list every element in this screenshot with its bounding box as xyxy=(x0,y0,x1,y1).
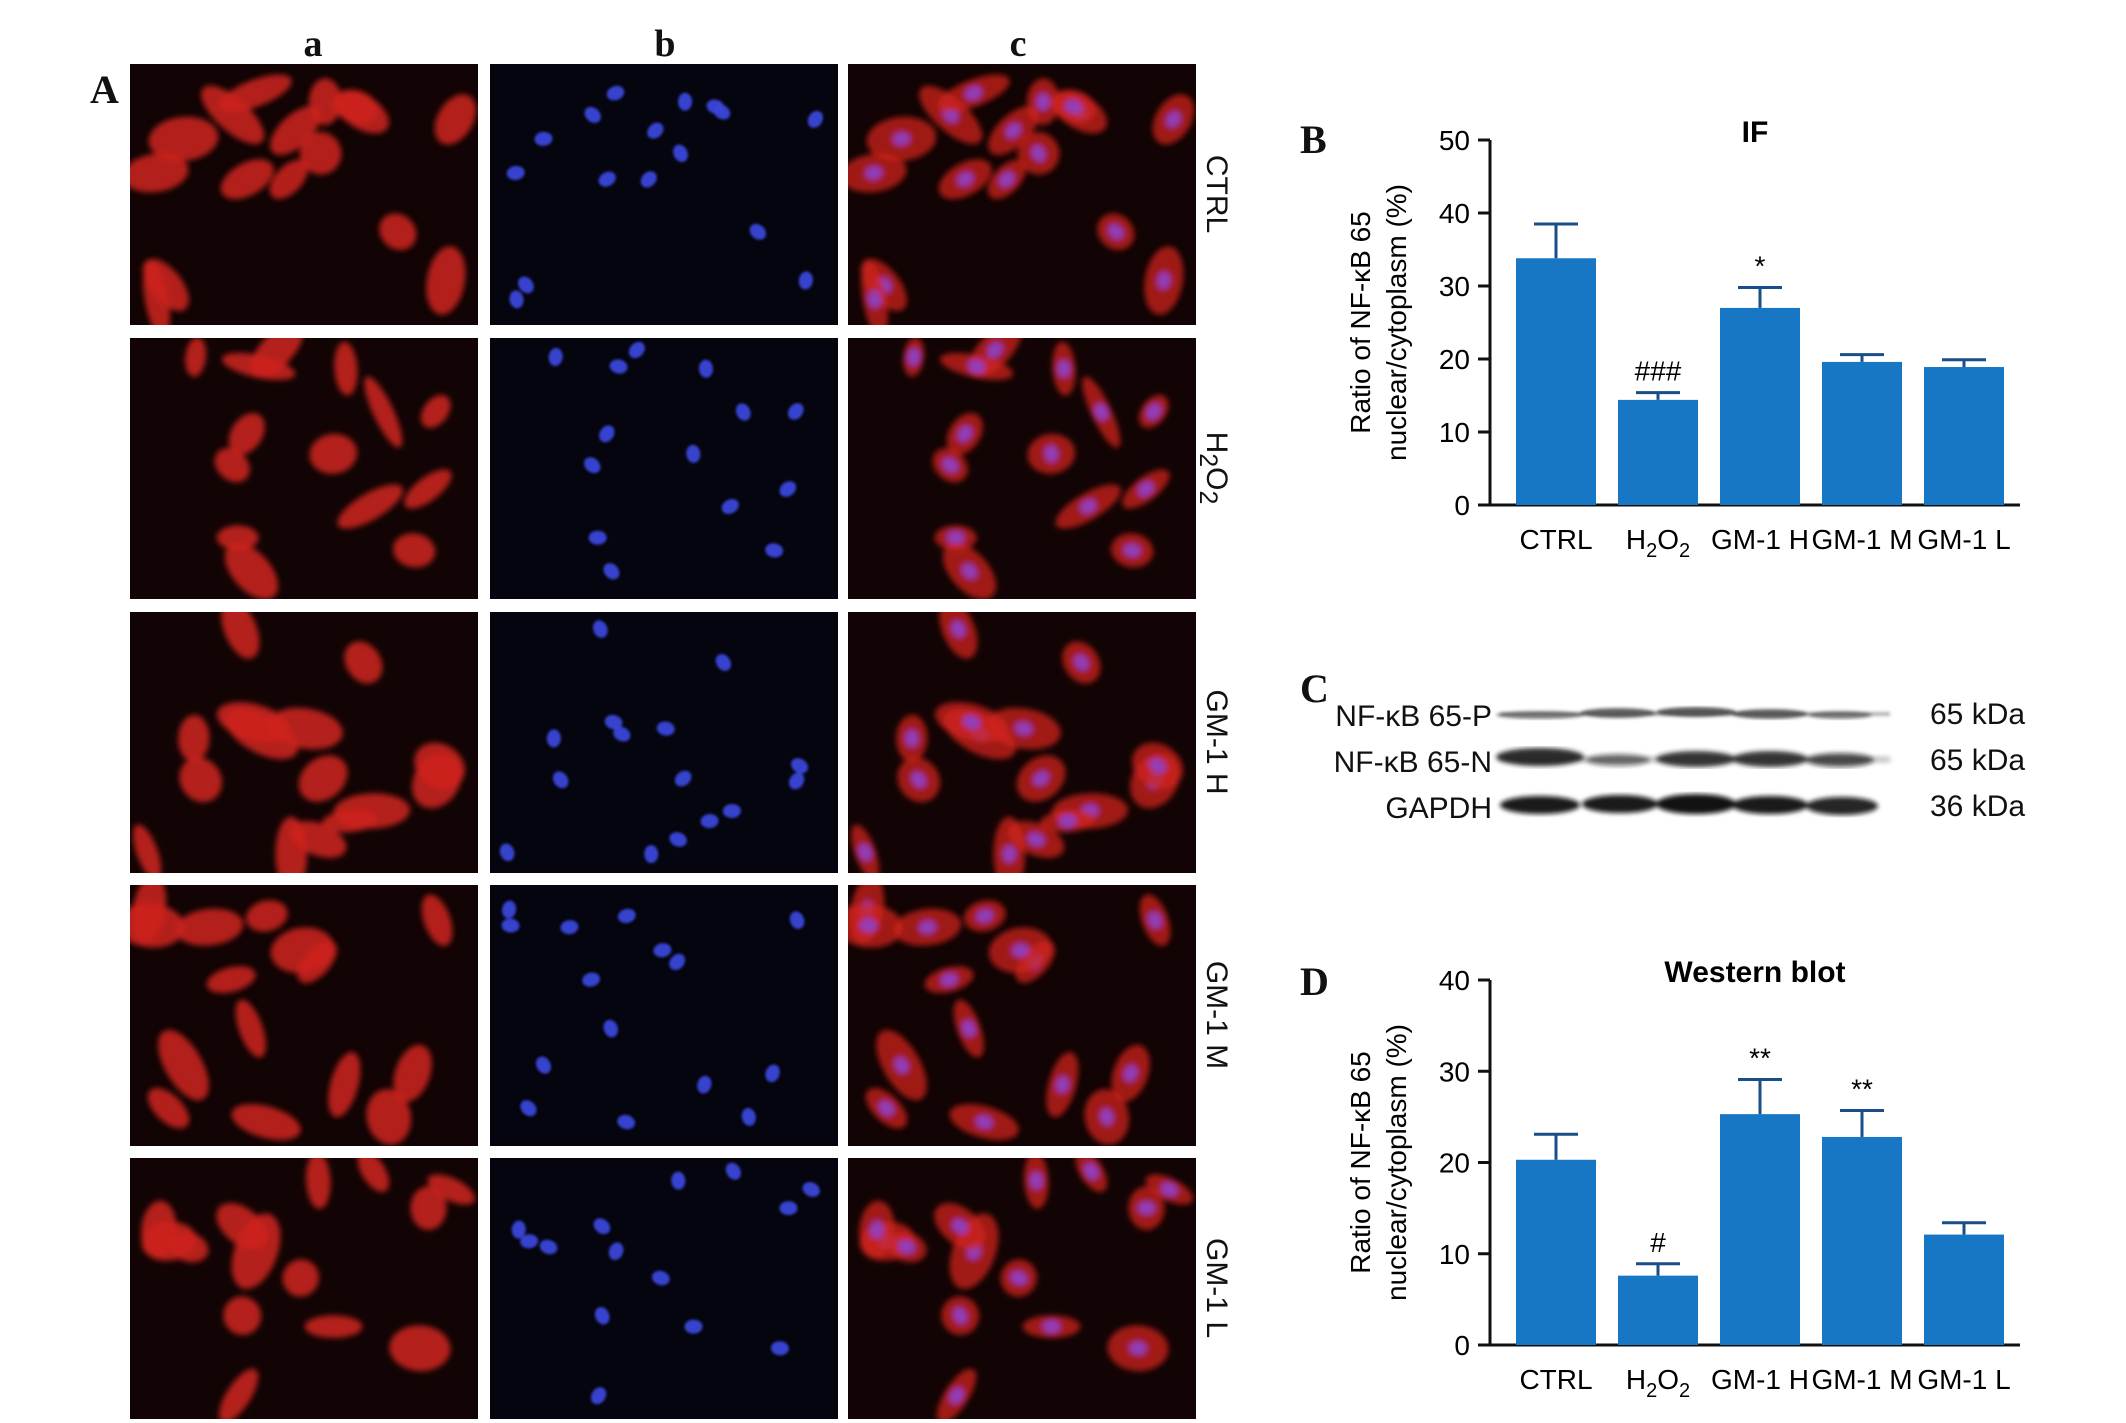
kda-label-nfkb-n: 65 kDa xyxy=(1930,744,2026,777)
row-label-gm1-l: GM-1 L xyxy=(1200,1237,1233,1339)
micrograph-h2o2-merge xyxy=(848,338,1196,599)
kda-label-gapdh: 36 kDa xyxy=(1930,790,2026,823)
row-label-ctrl: CTRL xyxy=(1200,154,1233,234)
if-category-label: H2O2 xyxy=(1626,524,1690,562)
if-category-label: GM-1 H xyxy=(1711,524,1809,555)
if-y-tick-label: 0 xyxy=(1454,490,1470,521)
wb-y-tick-label: 0 xyxy=(1454,1330,1470,1361)
column-label-c: c xyxy=(1009,23,1027,65)
if-y-tick-label: 50 xyxy=(1439,125,1470,156)
panel-a-letter: A xyxy=(90,67,119,112)
if-y-tick-label: 20 xyxy=(1439,344,1470,375)
micrograph-gm1-m-red xyxy=(130,885,478,1146)
panel-c-letter: C xyxy=(1300,666,1329,711)
panel-b-letter: B xyxy=(1300,117,1327,162)
if-y-axis-label-line-1: Ratio of NF-κB 65 xyxy=(1345,211,1376,434)
if-significance-label: * xyxy=(1755,250,1766,281)
if-bar xyxy=(1618,399,1698,505)
band-label-nfkb-n: NF-κB 65-N xyxy=(1333,746,1492,779)
micrograph-ctrl-merge xyxy=(848,64,1196,325)
blot-row-nfkb-p xyxy=(1496,707,1890,719)
if-y-tick-label: 40 xyxy=(1439,198,1470,229)
if-y-axis-label-line-2: nuclear/cytoplasm (%) xyxy=(1381,184,1412,461)
micrograph-gm1-h-red xyxy=(130,612,478,873)
wb-significance-label: ** xyxy=(1749,1042,1771,1073)
western-blot-image xyxy=(1496,695,1920,835)
wb-bar xyxy=(1618,1275,1698,1345)
if-y-tick-label: 10 xyxy=(1439,417,1470,448)
if-bar-chart-svg: IF 0 10 20 30 40 50 Ratio of NF-κB 65 nuclear/cy… xyxy=(1345,116,2020,562)
wb-category-label: GM-1 M xyxy=(1811,1364,1912,1395)
wb-y-tick-label: 20 xyxy=(1439,1148,1470,1179)
wb-significance-label: ** xyxy=(1851,1073,1873,1104)
band-label-gapdh: GAPDH xyxy=(1385,792,1492,825)
wb-bar xyxy=(1924,1234,2004,1345)
column-label-a: a xyxy=(303,23,323,65)
if-significance-label: ### xyxy=(1635,356,1682,387)
micrograph-ctrl-blue xyxy=(490,64,838,325)
row-label-gm1-m: GM-1 M xyxy=(1200,960,1233,1070)
micrograph-gm1-m-blue xyxy=(490,885,838,1146)
if-bar-chart: IF 0 10 20 30 40 50 Ratio of NF-κB 65 nuclear/cy… xyxy=(1300,100,2100,570)
if-bar xyxy=(1924,367,2004,505)
if-bar xyxy=(1720,307,1800,505)
micrograph-gm1-l-red xyxy=(130,1158,478,1419)
wb-category-label: GM-1 L xyxy=(1917,1364,2010,1395)
if-category-label: GM-1 M xyxy=(1811,524,1912,555)
micrograph-h2o2-blue xyxy=(490,338,838,599)
wb-category-label: GM-1 H xyxy=(1711,1364,1809,1395)
wb-y-tick-label: 40 xyxy=(1439,965,1470,996)
if-y-tick-label: 30 xyxy=(1439,271,1470,302)
wb-y-tick-label: 10 xyxy=(1439,1239,1470,1270)
micrograph-gm1-l-merge xyxy=(848,1158,1196,1419)
blot-row-nfkb-n xyxy=(1496,748,1890,767)
wb-category-label: CTRL xyxy=(1519,1364,1592,1395)
wb-y-axis-label-line-2: nuclear/cytoplasm (%) xyxy=(1381,1024,1412,1301)
kda-label-nfkb-p: 65 kDa xyxy=(1930,698,2026,731)
western-blot-bar-chart: Western blot 0 10 20 30 40 Ratio of NF-κB 65 nu… xyxy=(1300,940,2100,1410)
panel-d-letter: D xyxy=(1300,959,1329,1004)
micrograph-gm1-h-blue xyxy=(490,612,838,873)
western-blot-bar-chart-svg: Western blot 0 10 20 30 40 Ratio of NF-κB 65 nu… xyxy=(1345,956,2020,1402)
wb-bar xyxy=(1822,1136,1902,1345)
wb-category-label: H2O2 xyxy=(1626,1364,1690,1402)
row-label-h2o2: H2O2 xyxy=(1194,431,1233,505)
blot-row-gapdh xyxy=(1500,794,1878,815)
micrograph-ctrl-red xyxy=(130,64,478,325)
wb-bar xyxy=(1720,1114,1800,1345)
wb-significance-label: # xyxy=(1650,1227,1666,1258)
wb-chart-title: Western blot xyxy=(1664,956,1845,989)
wb-bar xyxy=(1516,1159,1596,1345)
band-label-nfkb-p: NF-κB 65-P xyxy=(1335,700,1492,733)
micrograph-gm1-l-blue xyxy=(490,1158,838,1419)
if-category-label: GM-1 L xyxy=(1917,524,2010,555)
column-label-b: b xyxy=(654,23,676,65)
if-chart-title: IF xyxy=(1742,116,1769,149)
if-bar xyxy=(1516,258,1596,505)
if-category-label: CTRL xyxy=(1519,524,1592,555)
micrograph-h2o2-red xyxy=(130,338,478,599)
row-label-gm1-h: GM-1 H xyxy=(1200,689,1233,795)
micrograph-gm1-m-merge xyxy=(848,885,1196,1146)
micrograph-gm1-h-merge xyxy=(848,612,1196,873)
wb-y-tick-label: 30 xyxy=(1439,1056,1470,1087)
wb-y-axis-label-line-1: Ratio of NF-κB 65 xyxy=(1345,1051,1376,1274)
if-bar xyxy=(1822,361,1902,505)
